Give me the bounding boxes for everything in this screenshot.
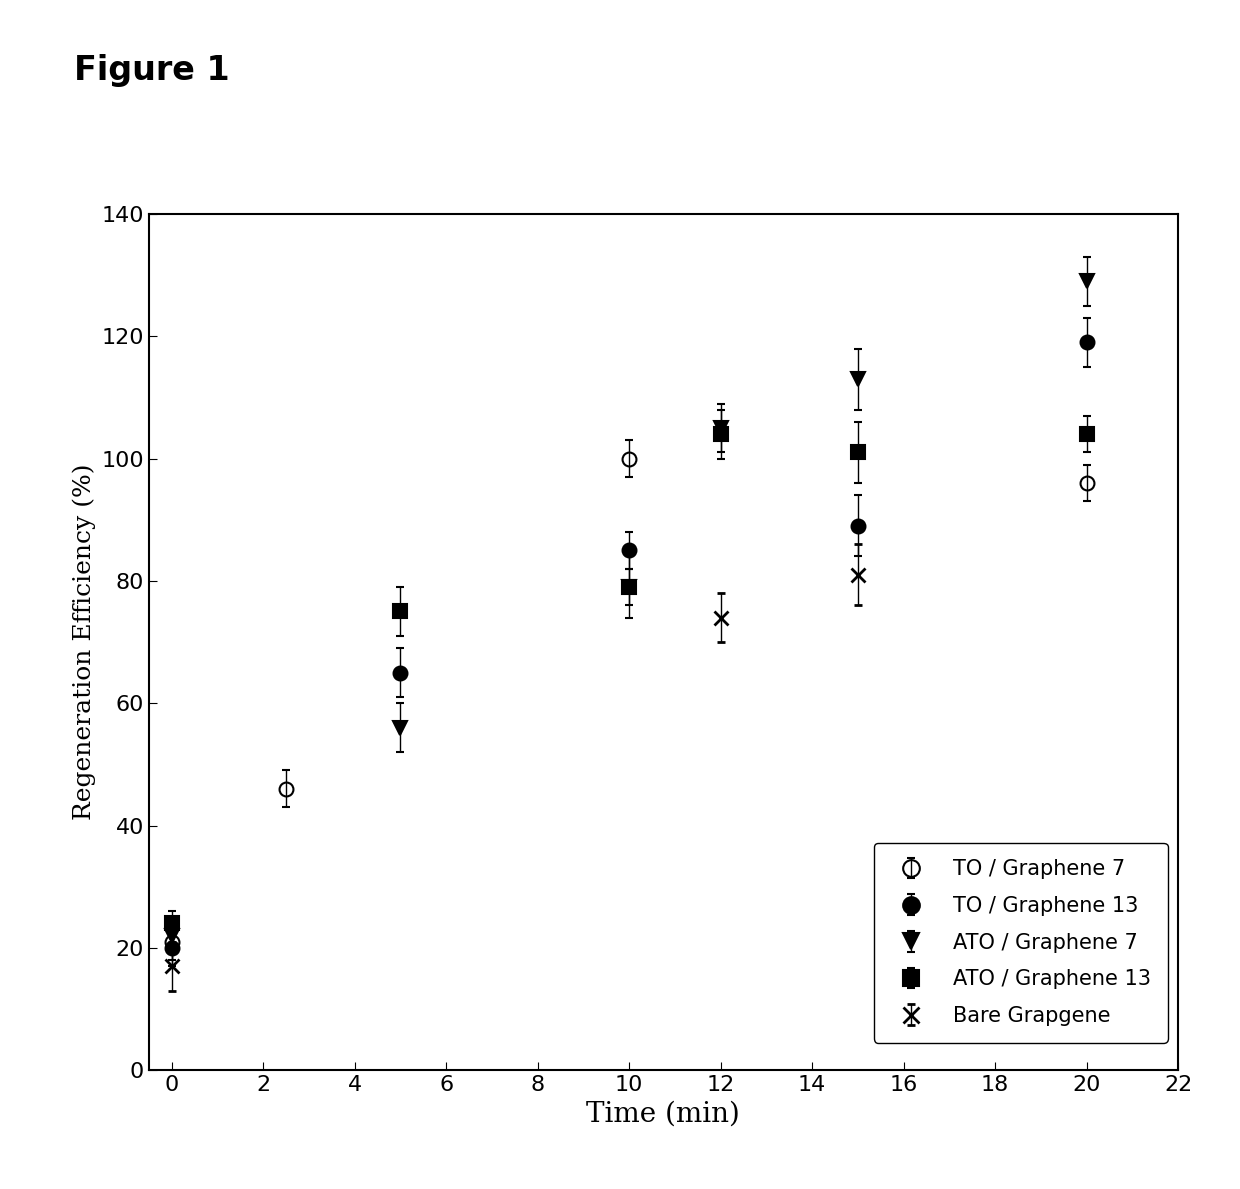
X-axis label: Time (min): Time (min) — [587, 1101, 740, 1127]
Legend: TO / Graphene 7, TO / Graphene 13, ATO / Graphene 7, ATO / Graphene 13, Bare Gra: TO / Graphene 7, TO / Graphene 13, ATO /… — [874, 843, 1168, 1043]
Y-axis label: Regeneration Efficiency (%): Regeneration Efficiency (%) — [72, 464, 95, 820]
Text: Figure 1: Figure 1 — [74, 54, 231, 87]
